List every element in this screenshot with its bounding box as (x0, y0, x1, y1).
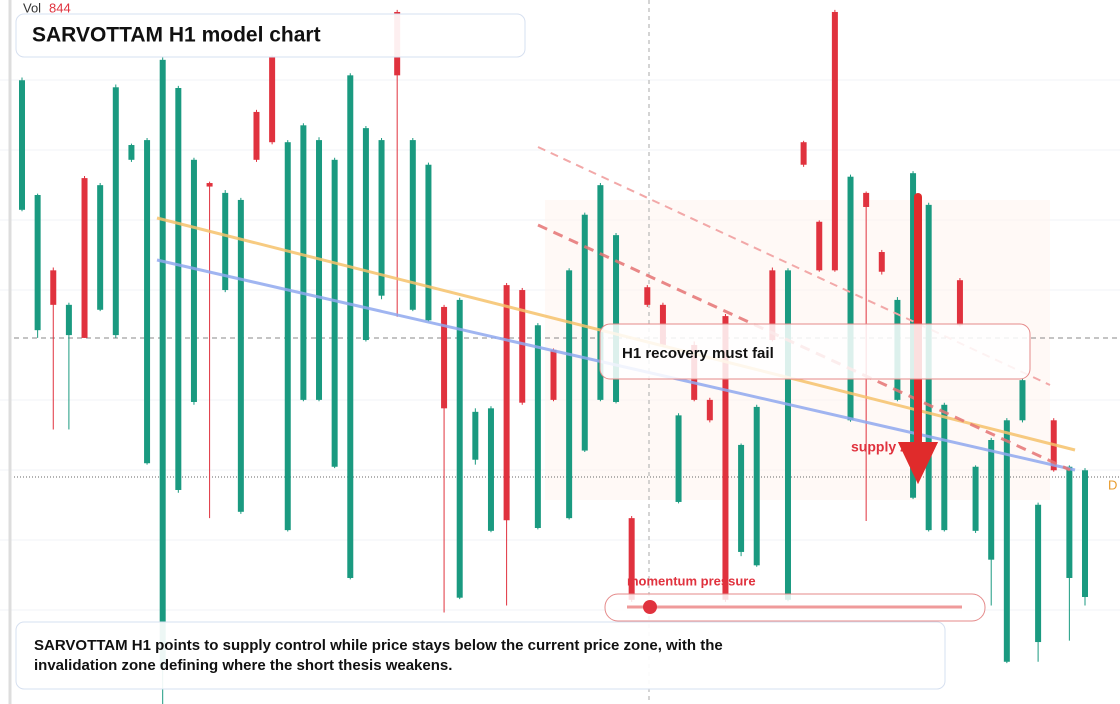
arrow-head (898, 442, 938, 484)
candle-body (722, 316, 729, 600)
candle-body (581, 214, 588, 451)
candle-body (50, 270, 57, 305)
candle-body (1035, 504, 1042, 643)
candle-body (972, 466, 979, 531)
candle-body (1003, 420, 1010, 662)
candle-body (425, 164, 432, 321)
callout-box (599, 323, 1031, 380)
candle-body (316, 140, 323, 400)
candle-body (613, 235, 620, 402)
candle-body (190, 159, 197, 402)
candle-body (988, 440, 995, 560)
candle-body (816, 221, 823, 271)
gauge-label: momentum pressure (627, 573, 756, 588)
candle-body (706, 399, 713, 421)
candle-body (597, 185, 604, 400)
candle-body (487, 408, 494, 531)
candle-body (878, 252, 885, 272)
candle-body (753, 406, 760, 566)
candle-body (409, 140, 416, 310)
candle-body (644, 287, 651, 305)
candle-body (378, 140, 385, 296)
candle-body (1019, 380, 1026, 421)
candle-body (738, 444, 745, 552)
candle-body (456, 299, 463, 598)
candle-body (331, 159, 338, 467)
candle-body (175, 88, 182, 490)
candle-body (284, 142, 291, 531)
candle-body (800, 142, 807, 165)
candle-body (97, 185, 104, 310)
candle-body (269, 57, 276, 143)
candle-body (300, 125, 307, 400)
candle-body (847, 176, 854, 421)
candle-body (441, 306, 448, 409)
edge-label: D (1108, 477, 1117, 492)
candle-body (519, 290, 526, 403)
candle-body (65, 304, 72, 336)
candle-body (863, 192, 870, 207)
title-box (15, 13, 526, 58)
candle-body (831, 11, 838, 271)
candle-body (1066, 466, 1073, 578)
gauge-knob (643, 600, 657, 614)
candle-body (81, 178, 88, 338)
candle-body (144, 140, 151, 464)
volume-value: 844 (49, 0, 71, 15)
candle-body (34, 195, 41, 331)
chart-title: SARVOTTAM H1 model chart (32, 24, 321, 47)
candle-body (237, 199, 244, 512)
callout: H1 recovery must fail (622, 345, 774, 362)
summary: SARVOTTAM H1 points to supply control wh… (34, 637, 723, 674)
candle-body (159, 59, 166, 669)
candle-body (112, 87, 119, 336)
candle-body (956, 280, 963, 326)
candle-body (347, 75, 354, 578)
volume-label: Vol (23, 0, 41, 15)
candle-body (566, 270, 573, 519)
candle-body (206, 183, 213, 187)
candle-body (19, 80, 25, 210)
candle-body (362, 128, 369, 341)
candle-body (222, 192, 229, 291)
candle-body (769, 270, 776, 341)
candle-body (128, 145, 135, 160)
candle-body (550, 349, 557, 400)
summary-box (15, 621, 946, 690)
candle-body (941, 404, 948, 531)
candle-body (253, 111, 260, 160)
candle-body (503, 285, 510, 521)
candle-body (472, 411, 479, 460)
candle-body (675, 415, 682, 502)
candle-body (784, 270, 791, 600)
summary-wrap: SARVOTTAM H1 points to supply control wh… (34, 637, 723, 674)
candle-body (534, 325, 541, 528)
candle-body (1082, 470, 1088, 597)
candle-body (628, 518, 635, 600)
